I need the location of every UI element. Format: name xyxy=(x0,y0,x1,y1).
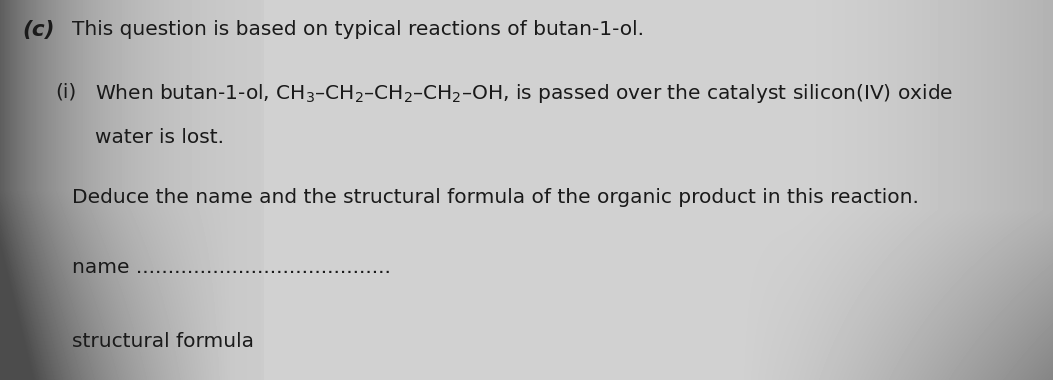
Text: water is lost.: water is lost. xyxy=(95,128,224,147)
Text: This question is based on typical reactions of butan-1-ol.: This question is based on typical reacti… xyxy=(72,20,644,39)
Text: (c): (c) xyxy=(22,20,55,40)
Text: name ........................................: name ...................................… xyxy=(72,258,391,277)
Text: Deduce the name and the structural formula of the organic product in this reacti: Deduce the name and the structural formu… xyxy=(72,188,919,207)
Text: structural formula: structural formula xyxy=(72,332,254,351)
Text: (i): (i) xyxy=(55,82,76,101)
Text: When butan-1-ol, CH$_3$–CH$_2$–CH$_2$–CH$_2$–OH, is passed over the catalyst sil: When butan-1-ol, CH$_3$–CH$_2$–CH$_2$–CH… xyxy=(95,82,953,105)
